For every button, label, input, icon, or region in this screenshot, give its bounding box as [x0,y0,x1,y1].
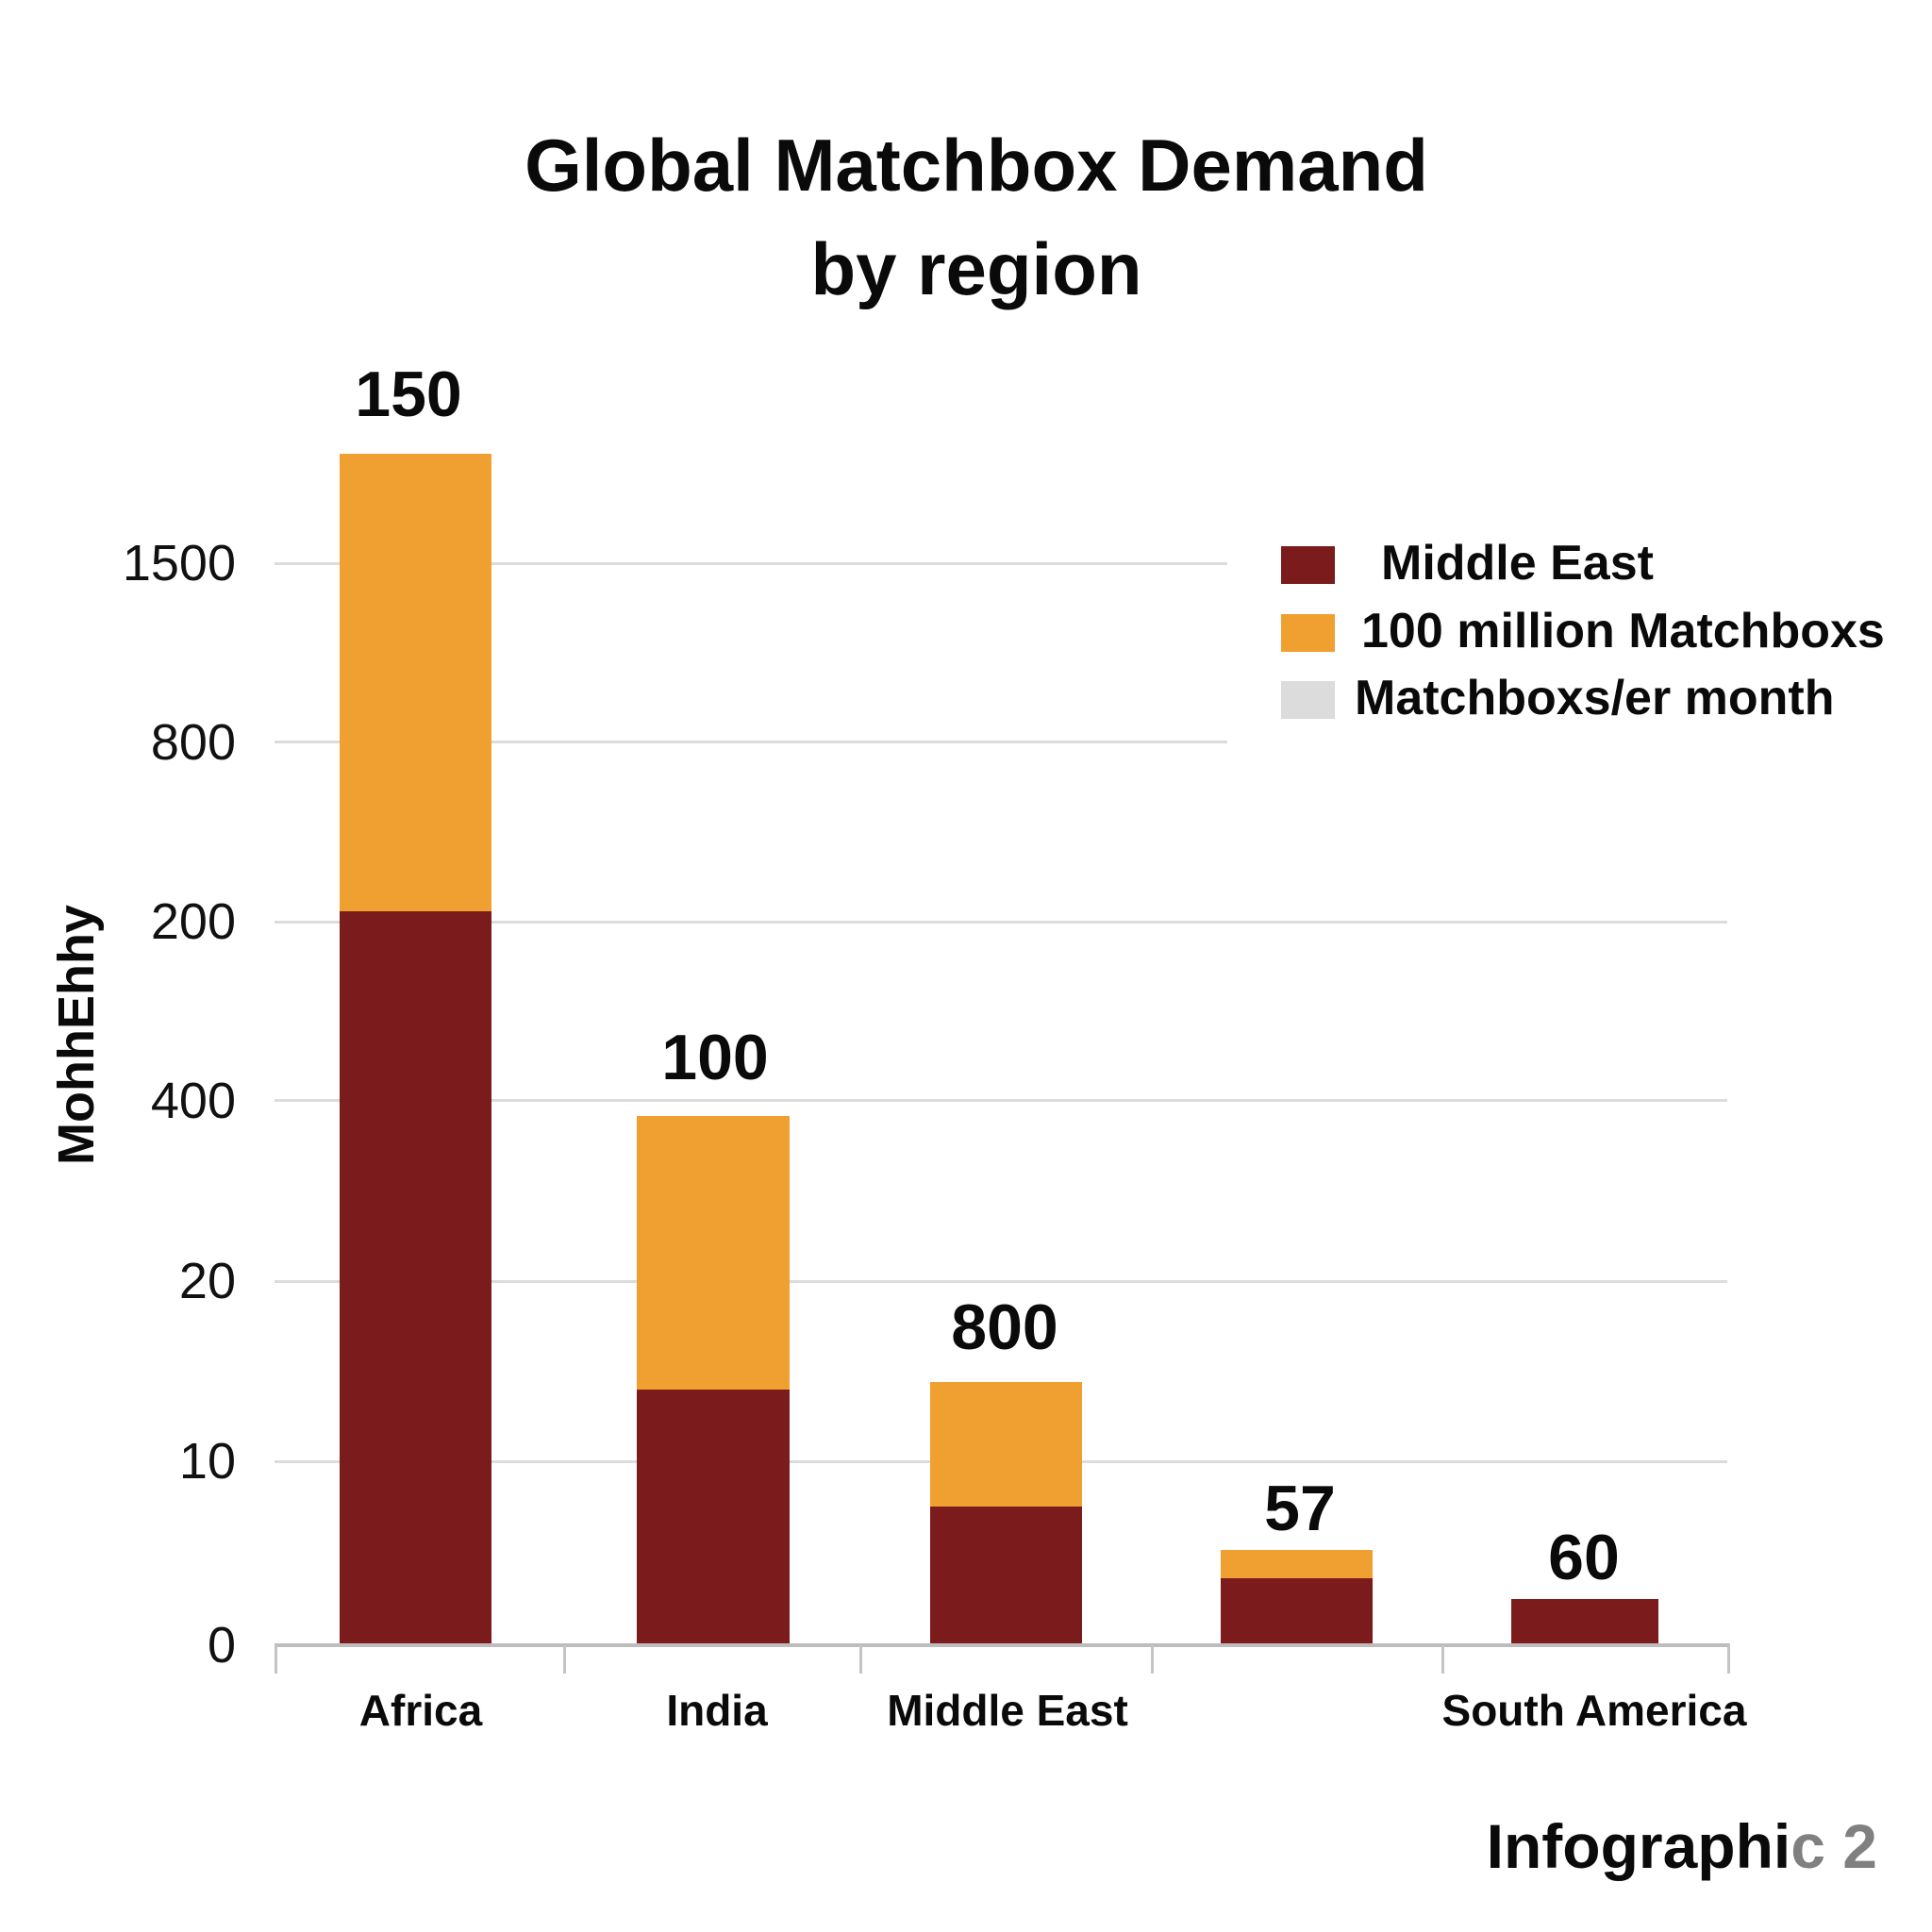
y-tick-800: 800 [150,714,236,771]
x-tick [275,1645,277,1674]
bar-india-bottom-segment [637,1390,790,1644]
footer-text-faded: c 2 [1790,1811,1877,1881]
chart-title-line-1: Global Matchbox Demand [525,124,1428,207]
y-tick-400: 400 [150,1073,236,1129]
x-axis-line [275,1643,1730,1647]
y-axis-label: MohhEhhy [48,905,105,1165]
x-tick [1441,1645,1444,1674]
bar-4-top-segment [1221,1550,1373,1579]
y-tick-200: 200 [150,893,236,950]
legend-item-per-month [1281,679,1335,721]
bar-africa-bottom-segment [340,911,491,1644]
y-tick-0: 0 [207,1617,236,1674]
gridline-20 [275,1280,1727,1283]
bar-africa-top-segment [340,454,491,912]
y-tick-20: 20 [178,1253,236,1309]
bar-middle-east-bottom-segment [930,1507,1082,1644]
y-tick-10: 10 [178,1433,236,1490]
chart-title-line-2: by region [810,227,1142,310]
gridline-1500 [275,562,1227,565]
gridline-200 [275,921,1727,924]
legend-item-100-million [1281,612,1335,654]
bar-4-bottom-segment [1221,1578,1373,1644]
x-tick [1151,1645,1154,1674]
bar-label-india: 100 [661,1022,769,1093]
legend-label-100-million: 100 million Matchboxs [1361,604,1885,658]
x-label-africa: Africa [358,1686,483,1735]
legend-item-middle-east [1281,544,1335,586]
x-tick [859,1645,862,1674]
gridline-400 [275,1099,1727,1102]
x-label-middle-east: Middle East [887,1686,1128,1735]
legend-swatch-orange [1281,614,1335,652]
gridline-800 [275,741,1227,743]
legend-label-per-month: Matchboxs/er month [1355,671,1835,725]
bar-south-america-bottom-segment [1511,1599,1658,1644]
x-tick [1727,1645,1730,1674]
x-label-south-america: South America [1441,1686,1747,1735]
bar-label-4: 57 [1264,1473,1336,1544]
x-label-india: India [666,1686,768,1735]
legend-label-middle-east: Middle East [1381,536,1654,591]
x-tick [563,1645,566,1674]
bar-label-south-america: 60 [1548,1522,1620,1593]
bar-india-top-segment [637,1116,790,1391]
bar-label-africa: 150 [355,358,462,430]
footer-text-main: Infographi [1486,1811,1791,1881]
bar-middle-east-top-segment [930,1382,1082,1507]
y-tick-1500: 1500 [122,535,236,591]
footer-caption: Infographic 2 [1487,1815,1877,1877]
bar-label-middle-east: 800 [951,1291,1058,1363]
legend-swatch-gray [1281,681,1335,719]
legend-swatch-dark-red [1281,546,1335,584]
